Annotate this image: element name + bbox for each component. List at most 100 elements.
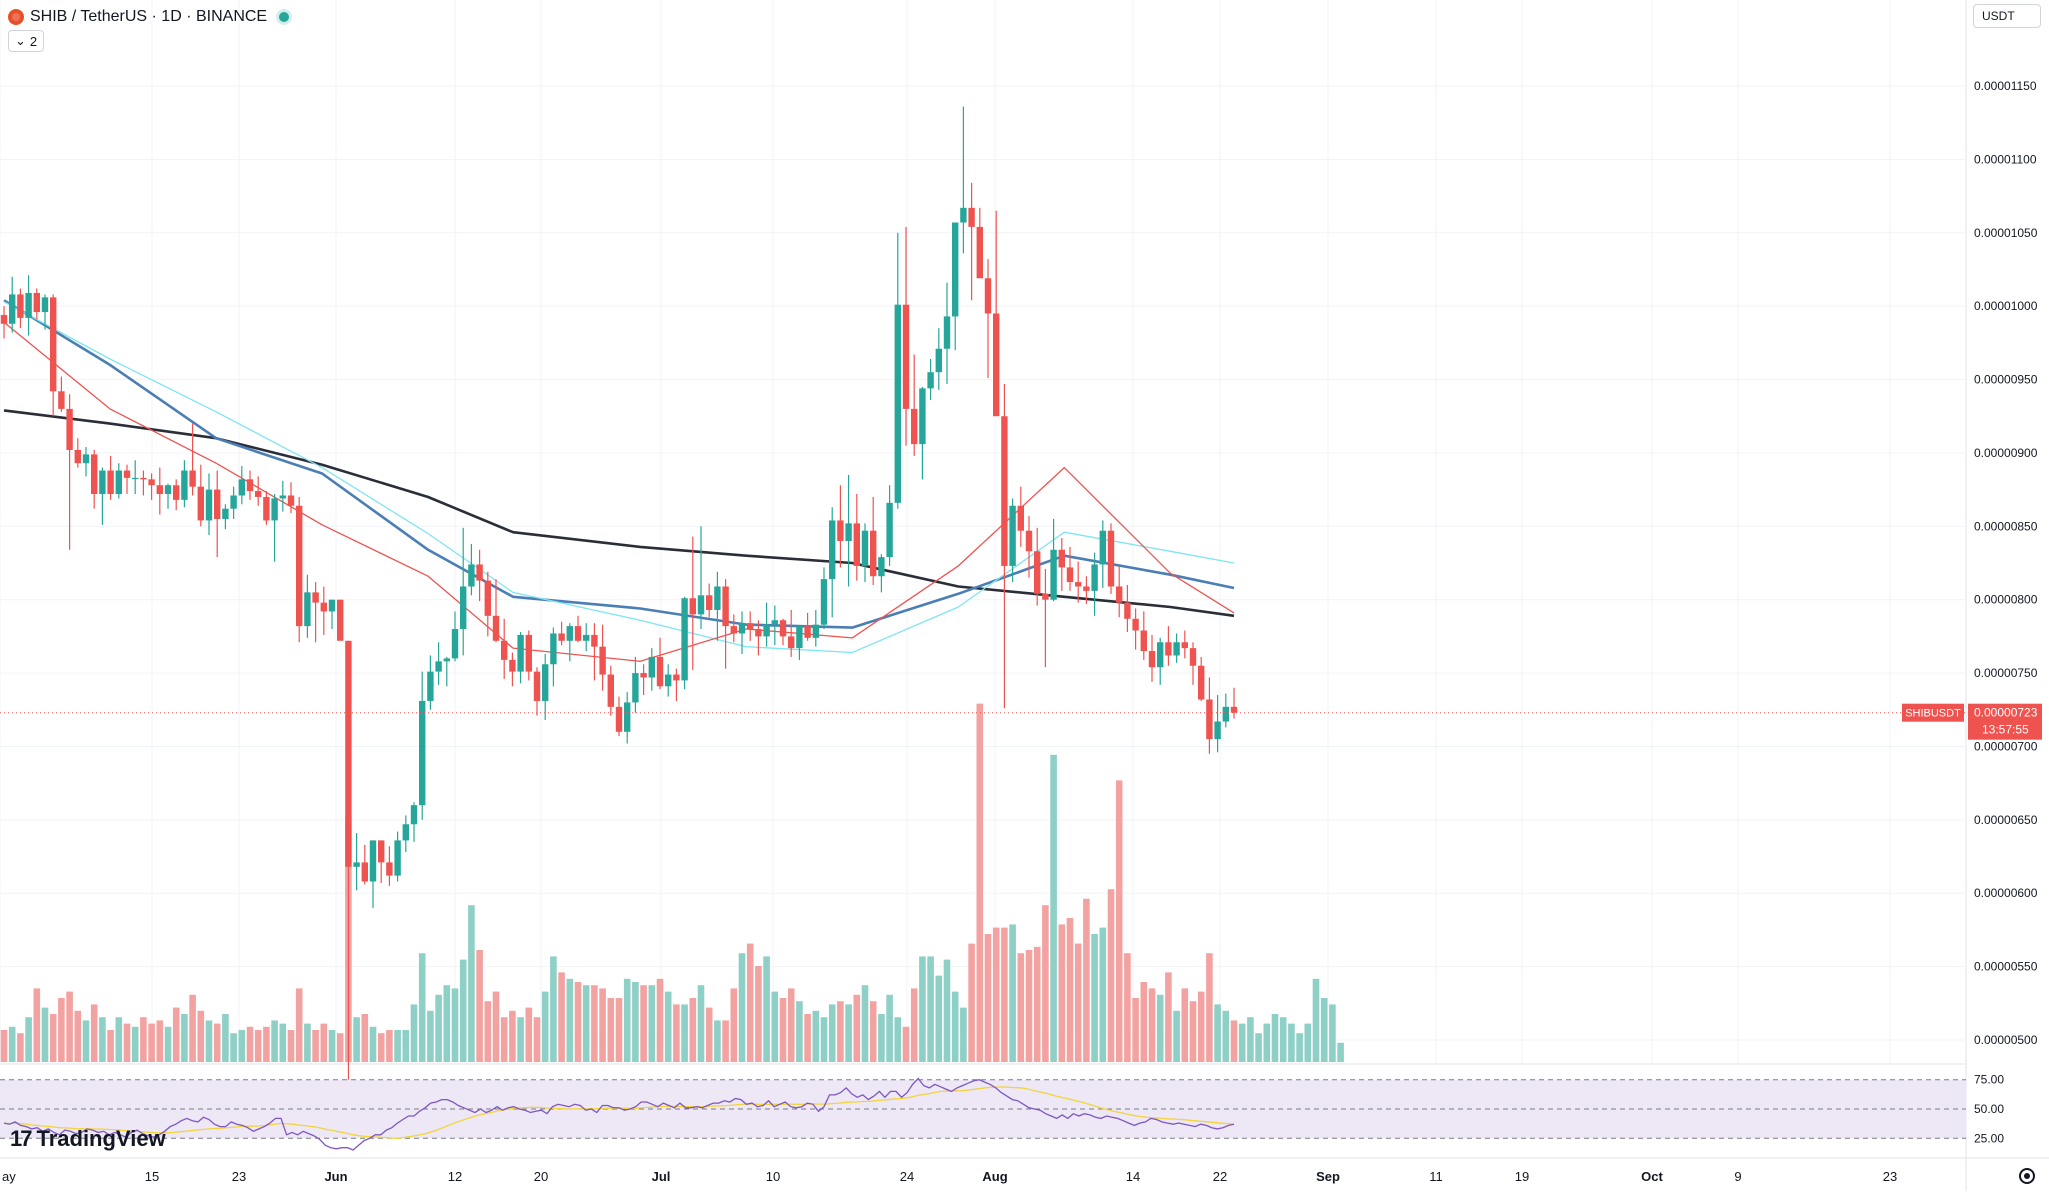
candle-body — [33, 292, 40, 313]
volume-bar — [320, 1023, 328, 1062]
volume-bar — [1009, 924, 1016, 1062]
volume-bar — [263, 1026, 270, 1062]
volume-bar — [58, 998, 65, 1062]
candle-body — [148, 479, 155, 486]
candle-body — [993, 313, 1000, 417]
symbol-header[interactable]: SHIB / TetherUS · 1D · BINANCE — [8, 6, 290, 28]
price-axis[interactable]: 0.00001150 0.00001100 0.00001050 0.00001000… — [1974, 79, 2038, 1047]
volume-bar — [845, 1004, 852, 1062]
volume-bar — [500, 1017, 508, 1062]
volume-bar — [189, 994, 196, 1062]
volume-bar — [820, 1017, 828, 1062]
time-tick-label: 22 — [1213, 1169, 1227, 1184]
volume-bar — [812, 1010, 820, 1062]
candle-body — [205, 489, 213, 521]
time-tick-label: Sep — [1316, 1169, 1340, 1184]
volume-bar — [1107, 889, 1115, 1062]
candle-body — [730, 626, 737, 634]
tradingview-logo[interactable]: 17 TradingView — [10, 1126, 166, 1152]
volume-bar — [476, 950, 483, 1062]
indicators-toggle-button[interactable]: ⌄ 2 — [8, 30, 45, 52]
volume-bar — [99, 1017, 106, 1062]
candle-body — [402, 824, 409, 841]
volume-bar — [1296, 1033, 1303, 1062]
volume-bar — [123, 1023, 131, 1062]
candle-body — [829, 520, 836, 580]
candle-body — [99, 470, 106, 495]
volume-bar — [1197, 991, 1205, 1062]
volume-bar — [853, 994, 861, 1062]
candle-body — [607, 674, 614, 707]
volume-bar — [902, 1026, 910, 1062]
volume-bar — [49, 1014, 57, 1062]
candle-body — [1198, 665, 1205, 700]
candle-body — [648, 656, 655, 678]
volume-bar — [533, 1017, 541, 1062]
candle-body — [714, 586, 721, 610]
candle-body — [1107, 530, 1115, 587]
volume-bar — [66, 991, 73, 1062]
candle-body — [1083, 586, 1090, 591]
volume-bar — [705, 1007, 713, 1062]
currency-label: USDT — [1982, 9, 2015, 23]
volume-bar — [394, 1030, 401, 1062]
volume-bar — [1329, 1004, 1336, 1062]
volume-bar — [1148, 988, 1156, 1062]
volume-bar — [451, 988, 459, 1062]
market-open-icon — [279, 12, 290, 22]
candle-body — [1050, 549, 1057, 600]
volume-bar — [746, 943, 754, 1062]
rsi-line — [3, 1077, 1235, 1151]
volume-bar — [492, 991, 500, 1062]
volume-bar — [509, 1010, 516, 1062]
price-tag: 0.00000723 — [1974, 706, 2038, 720]
candle-body — [41, 297, 49, 313]
volume-bar — [886, 994, 893, 1062]
candle-body — [599, 646, 606, 675]
time-tick-label: 12 — [448, 1169, 462, 1184]
candle-body — [533, 671, 541, 701]
candle-body — [1017, 505, 1024, 531]
candle-body — [886, 502, 893, 558]
volume-bar — [254, 1030, 262, 1062]
volume-bar — [599, 988, 606, 1062]
time-tick-label: ay — [2, 1169, 16, 1184]
volume-bar — [607, 998, 615, 1062]
candle-body — [1001, 416, 1008, 566]
candle-body — [820, 579, 828, 625]
candle-body — [902, 304, 910, 409]
chevron-down-icon: ⌄ — [15, 33, 26, 48]
candle-body — [263, 496, 270, 521]
symbol-title[interactable]: SHIB / TetherUS · 1D · BINANCE — [30, 8, 268, 25]
volume-bar — [164, 1026, 172, 1062]
candle-body — [1140, 630, 1147, 652]
volume-bar — [960, 1007, 967, 1062]
settings-icon[interactable] — [2019, 1168, 2035, 1184]
candle-body — [214, 489, 221, 519]
volume-bar — [673, 1004, 680, 1062]
volume-bar — [74, 1010, 82, 1062]
candle-body — [156, 485, 163, 495]
time-tick-label: 15 — [145, 1169, 159, 1184]
candle-body — [615, 706, 623, 732]
volume-bar — [1058, 924, 1066, 1062]
currency-button[interactable]: USDT — [1973, 4, 2041, 28]
candle-body — [1165, 642, 1172, 656]
candle-body — [123, 470, 131, 478]
candle-body — [542, 664, 549, 701]
candle-body — [1099, 530, 1106, 565]
volume-bar — [968, 943, 975, 1062]
candle-body — [919, 388, 926, 445]
volume-bar — [484, 1001, 492, 1062]
candle-body — [1157, 642, 1164, 668]
volume-bar — [115, 1017, 123, 1062]
candle-body — [984, 278, 992, 314]
candle-body — [1042, 593, 1049, 600]
price-tick-label: 0.00001150 — [1974, 79, 2037, 93]
time-axis[interactable]: ay 15 23 Jun 12 20 Jul 10 24 Aug 14 22 Sep 11 19 Oct 9 23 — [2, 1169, 1897, 1184]
candle-body — [976, 226, 983, 279]
candle-body — [386, 862, 393, 876]
volume-bar — [1222, 1010, 1230, 1062]
volume-bar — [107, 1030, 114, 1062]
